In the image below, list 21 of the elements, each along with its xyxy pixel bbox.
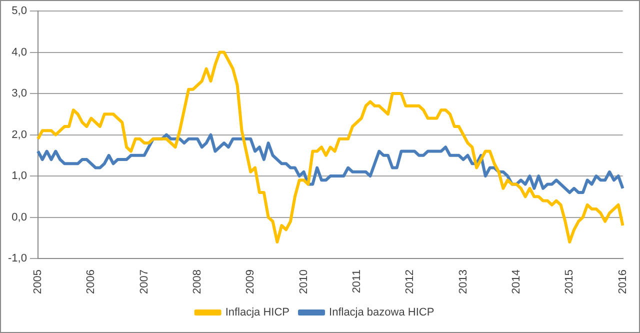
x-tick-label: 2016 — [616, 270, 629, 294]
x-tick-label: 2007 — [138, 270, 150, 294]
y-tick-label: 3,0 — [12, 88, 27, 100]
y-tick-label: 4,0 — [12, 46, 27, 58]
legend-label: Inflacja HICP — [225, 306, 290, 319]
x-tick-label: 2015 — [564, 270, 576, 294]
y-tick-label: 1,0 — [12, 170, 27, 182]
x-tick-label: 2013 — [457, 270, 470, 294]
x-tick-label: 2005 — [32, 270, 44, 294]
x-tick-label: 2006 — [85, 270, 98, 294]
y-tick-label: 5,0 — [12, 5, 27, 18]
y-tick-label: -1,0 — [8, 252, 27, 265]
x-tick-label: 2008 — [191, 270, 204, 294]
x-tick-label: 2012 — [404, 270, 416, 294]
x-tick-label: 2009 — [244, 270, 257, 294]
x-tick-label: 2014 — [510, 270, 522, 294]
legend-label: Inflacja bazowa HICP — [329, 306, 434, 319]
y-tick-label: 0,0 — [12, 211, 27, 224]
x-tick-label: 2011 — [350, 270, 363, 294]
x-tick-label: 2010 — [298, 270, 310, 294]
y-tick-label: 2,0 — [12, 128, 27, 141]
